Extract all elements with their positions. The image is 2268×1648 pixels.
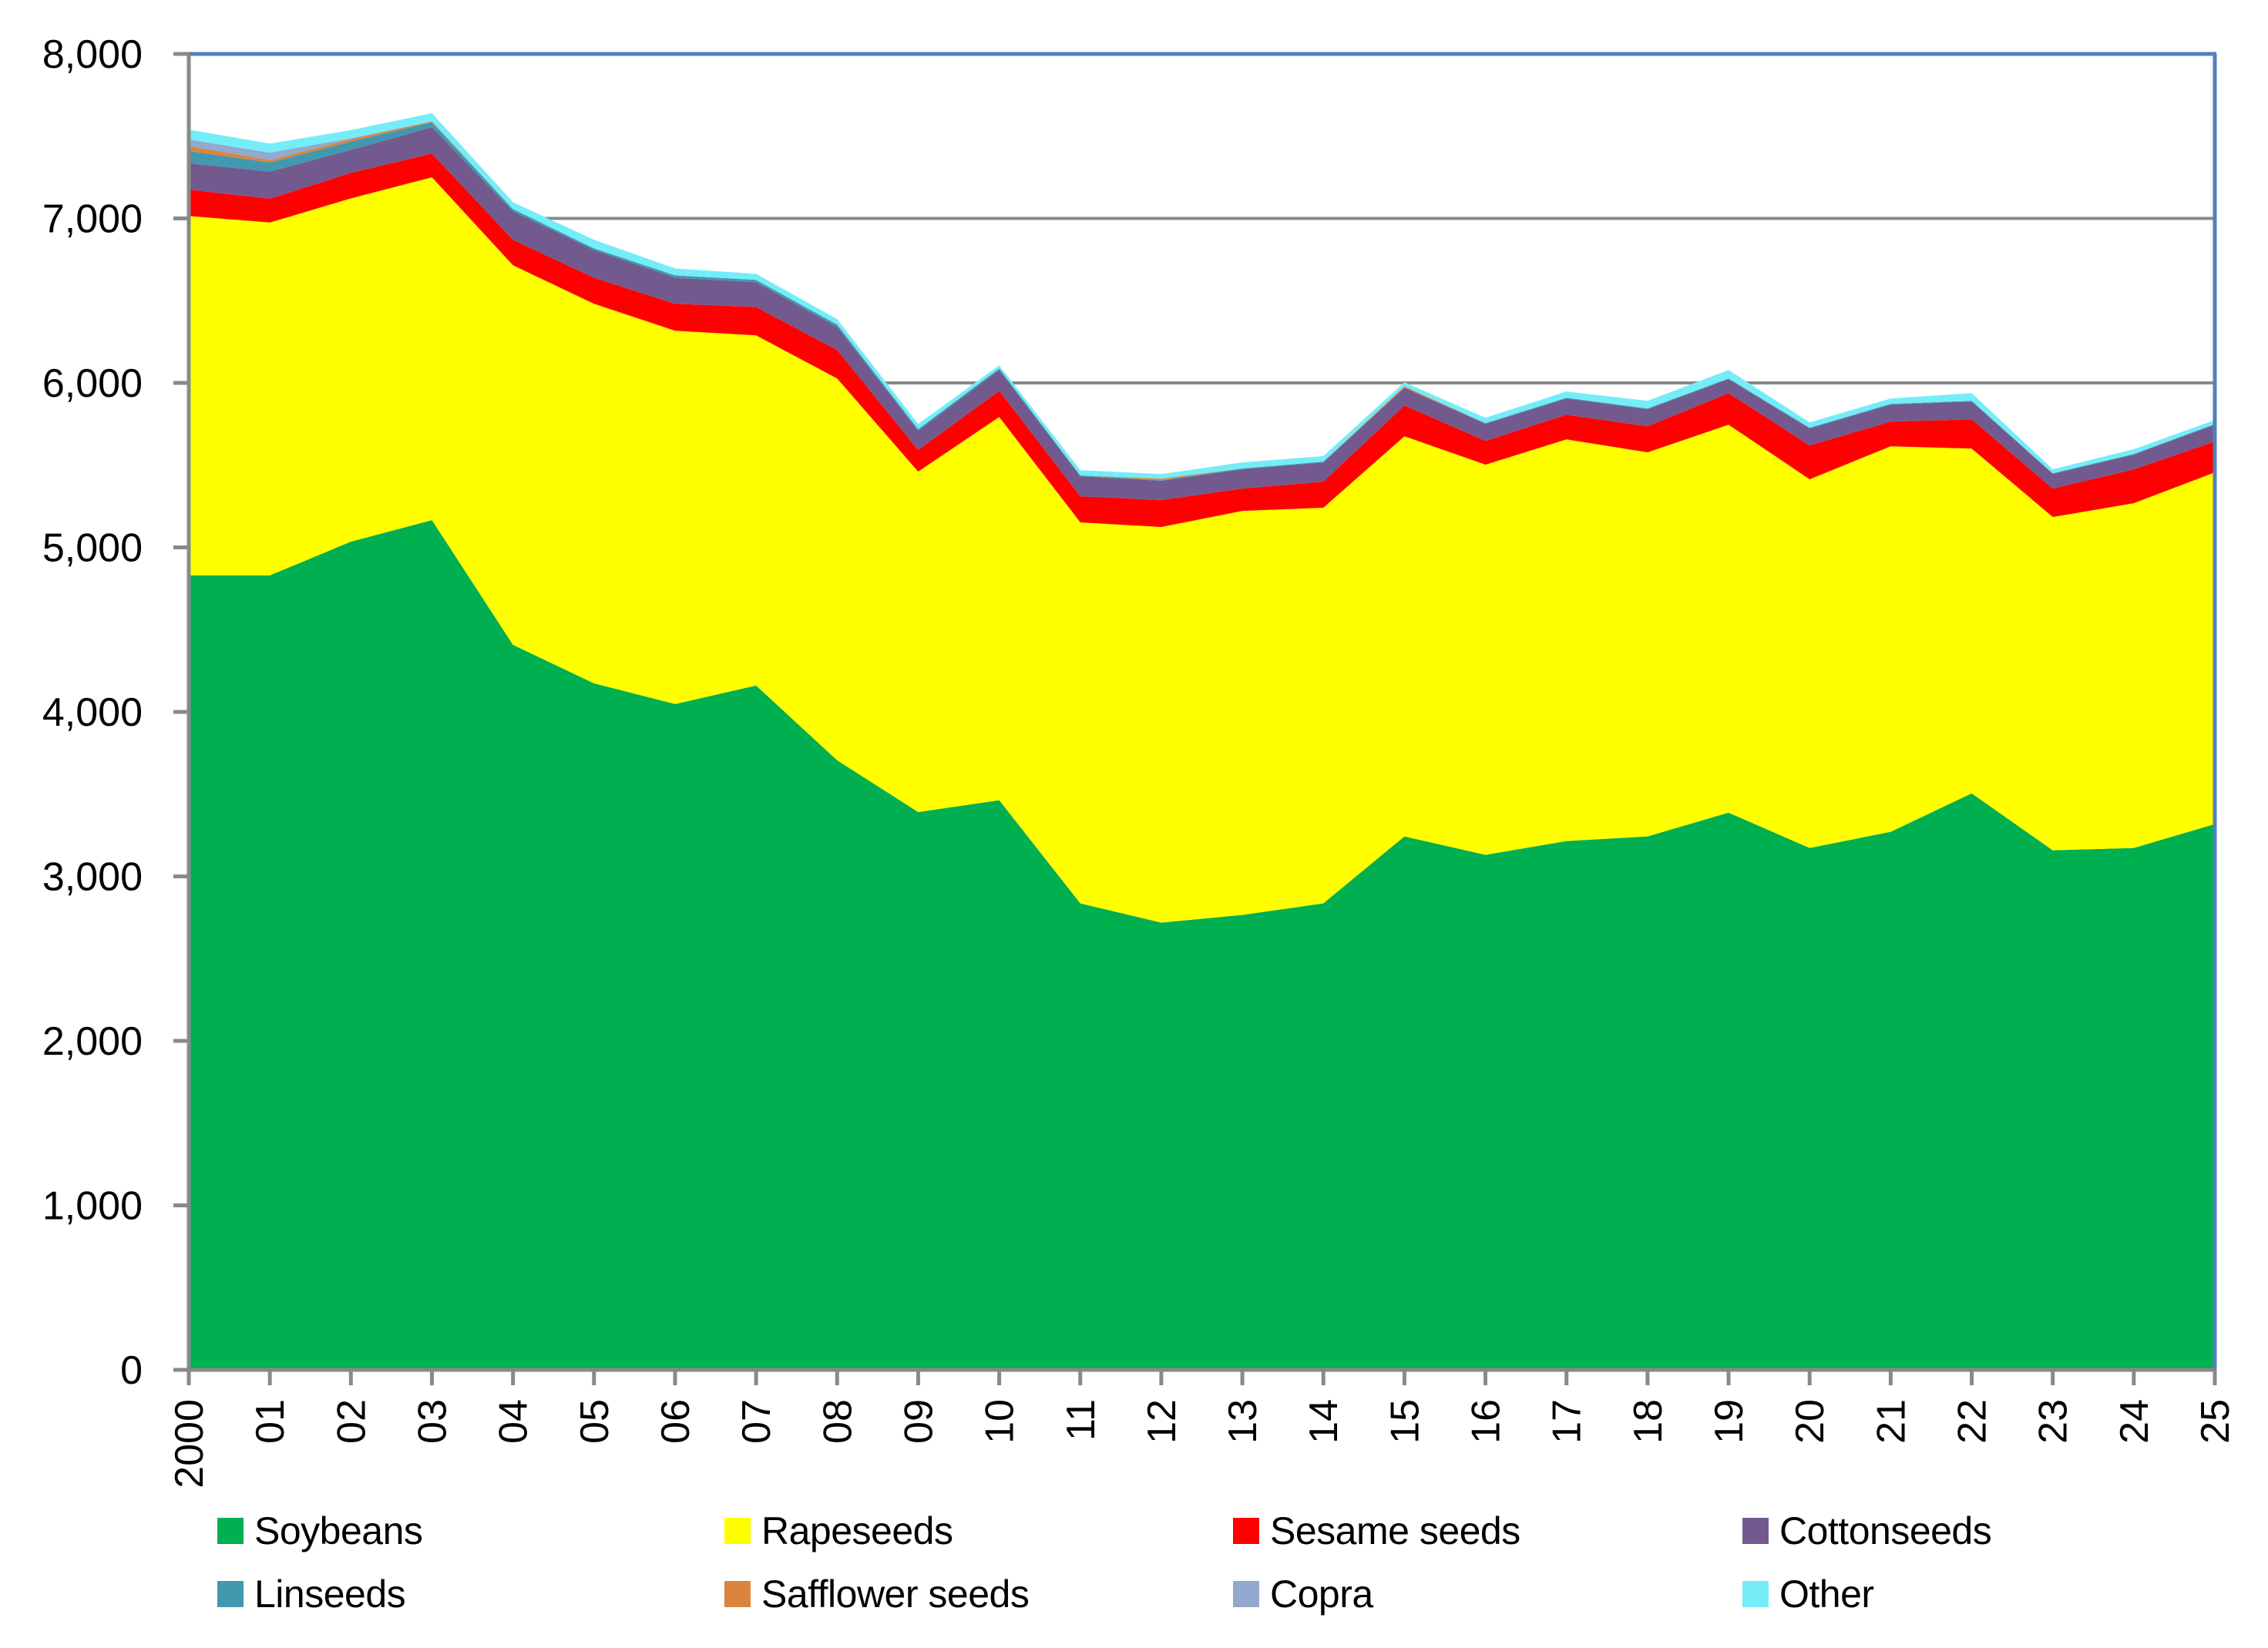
- y-tick-label: 8,000: [42, 32, 143, 77]
- legend-swatch: [1742, 1518, 1769, 1544]
- x-tick-label: 2000: [167, 1399, 212, 1489]
- x-tick-label: 17: [1545, 1399, 1590, 1444]
- area-rapeseeds: [189, 177, 2215, 923]
- x-tick-label: 09: [896, 1399, 941, 1444]
- x-tick-label: 07: [734, 1399, 779, 1444]
- x-tick-label: 25: [2193, 1399, 2238, 1444]
- legend-swatch: [217, 1518, 244, 1544]
- legend-item-copra: Copra: [1233, 1571, 1373, 1617]
- y-tick-label: 5,000: [42, 526, 143, 571]
- legend-item-sesame-seeds: Sesame seeds: [1233, 1508, 1520, 1554]
- legend-item-soybeans: Soybeans: [217, 1508, 423, 1554]
- legend-label: Other: [1779, 1572, 1874, 1616]
- legend-label: Soybeans: [254, 1509, 423, 1552]
- legend-item-safflower-seeds: Safflower seeds: [724, 1571, 1030, 1617]
- x-tick-label: 08: [815, 1399, 860, 1444]
- legend-swatch: [1742, 1581, 1769, 1607]
- x-tick-label: 12: [1140, 1399, 1184, 1444]
- x-tick-label: 14: [1302, 1399, 1346, 1444]
- legend-item-rapeseeds: Rapeseeds: [724, 1508, 953, 1554]
- legend-item-cottonseeds: Cottonseeds: [1742, 1508, 1992, 1554]
- y-tick-label: 4,000: [42, 690, 143, 735]
- x-tick-label: 01: [248, 1399, 293, 1444]
- x-tick-label: 13: [1221, 1399, 1265, 1444]
- legend-label: Linseeds: [254, 1572, 406, 1616]
- y-tick-label: 1,000: [42, 1184, 143, 1229]
- legend-swatch: [1233, 1581, 1259, 1607]
- x-tick-label: 06: [654, 1399, 698, 1444]
- y-tick-label: 3,000: [42, 855, 143, 900]
- y-tick-label: 6,000: [42, 361, 143, 406]
- x-axis-tick-labels: 2000 01 02 03 04 05 06 07 08 09 10 11 12 13 14 15 16 17 18…: [167, 1399, 2238, 1489]
- x-tick-label: 02: [329, 1399, 374, 1444]
- legend-item-linseeds: Linseeds: [217, 1571, 406, 1617]
- legend-label: Safflower seeds: [761, 1572, 1030, 1616]
- x-tick-label: 18: [1626, 1399, 1671, 1444]
- x-tick-label: 19: [1707, 1399, 1752, 1444]
- legend-swatch: [724, 1581, 751, 1607]
- x-tick-label: 16: [1464, 1399, 1509, 1444]
- legend-label: Sesame seeds: [1270, 1509, 1520, 1552]
- y-tick-label: 7,000: [42, 197, 143, 242]
- x-tick-label: 03: [410, 1399, 455, 1444]
- area-layers: [189, 112, 2215, 1370]
- legend-label: Cottonseeds: [1779, 1509, 1992, 1552]
- x-tick-label: 11: [1059, 1399, 1104, 1441]
- legend-swatch: [724, 1518, 751, 1544]
- axes: [173, 52, 2217, 1385]
- legend-label: Copra: [1270, 1572, 1373, 1616]
- x-tick-label: 04: [492, 1399, 536, 1444]
- x-tick-label: 05: [573, 1399, 617, 1444]
- x-tick-label: 23: [2031, 1399, 2076, 1444]
- legend-swatch: [1233, 1518, 1259, 1544]
- x-tick-label: 10: [978, 1399, 1023, 1444]
- legend-label: Rapeseeds: [761, 1509, 953, 1552]
- area-soybeans: [189, 520, 2215, 1370]
- y-axis-tick-labels: 0 1,000 2,000 3,000 4,000 5,000 6,000 7,000 8,00…: [42, 32, 143, 1393]
- x-tick-label: 20: [1788, 1399, 1833, 1444]
- y-tick-label: 2,000: [42, 1019, 143, 1064]
- legend-item-other: Other: [1742, 1571, 1874, 1617]
- legend-swatch: [217, 1581, 244, 1607]
- x-tick-label: 15: [1383, 1399, 1427, 1444]
- x-tick-label: 22: [1950, 1399, 1995, 1444]
- x-tick-label: 24: [2112, 1399, 2157, 1444]
- y-tick-label: 0: [120, 1348, 143, 1393]
- x-tick-label: 21: [1869, 1399, 1914, 1444]
